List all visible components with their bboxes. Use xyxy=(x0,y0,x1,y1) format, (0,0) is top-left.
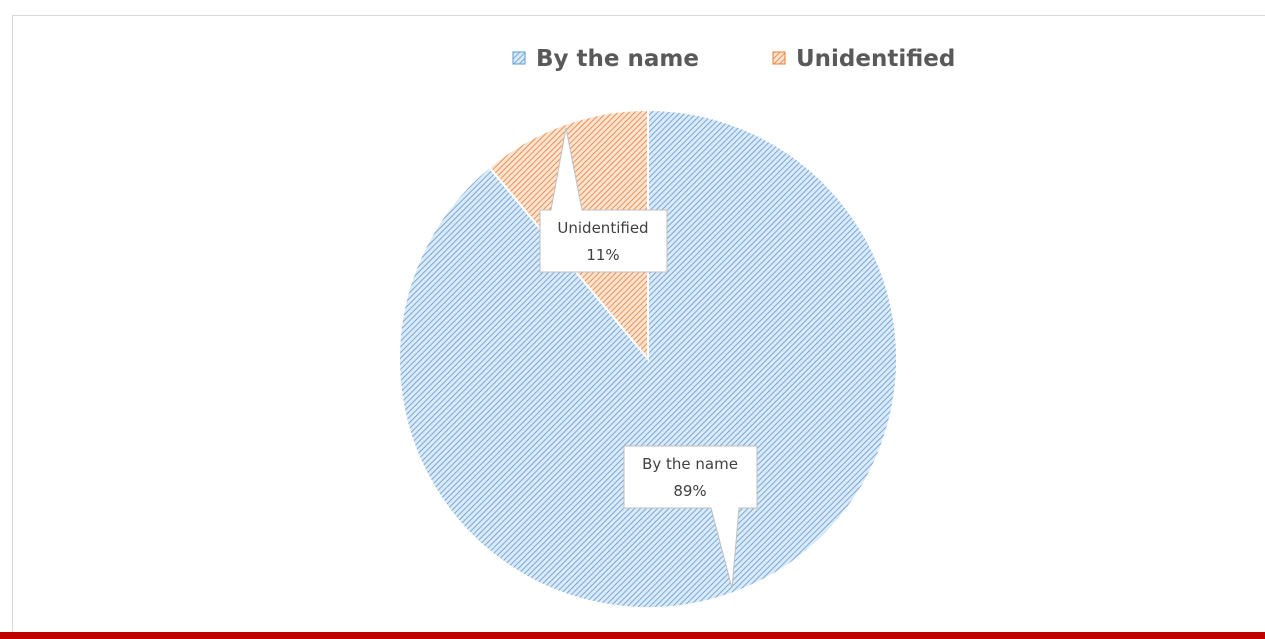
callout-shape-unidentified xyxy=(539,127,668,273)
callout-shape-by-the-name xyxy=(623,445,758,589)
legend-swatch-orange xyxy=(772,51,786,65)
data-label-by-the-name-name: By the name xyxy=(642,455,738,473)
legend-item-unidentified: Unidentified xyxy=(772,46,955,72)
legend-label-unidentified: Unidentified xyxy=(796,46,955,72)
callout-by-the-name: By the name 89% xyxy=(623,445,758,589)
legend-item-by-the-name: By the name xyxy=(512,46,699,72)
data-label-by-the-name-value: 89% xyxy=(673,482,706,500)
chart-frame xyxy=(12,15,1265,632)
data-label-unidentified-name: Unidentified xyxy=(557,219,648,237)
data-label-unidentified-value: 11% xyxy=(586,246,619,264)
callout-unidentified: Unidentified 11% xyxy=(539,127,668,273)
legend: By the name Unidentified xyxy=(512,46,955,72)
bottom-red-bar xyxy=(0,632,1265,639)
pie-slices xyxy=(398,108,898,609)
legend-label-by-the-name: By the name xyxy=(536,46,699,72)
legend-swatch-blue xyxy=(512,51,526,65)
